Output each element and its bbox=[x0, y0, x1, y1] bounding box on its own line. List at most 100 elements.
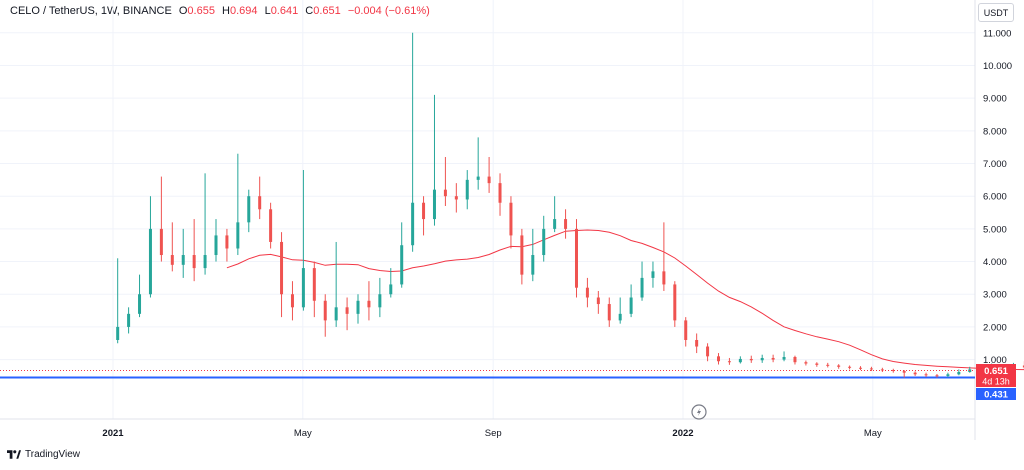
candle-body bbox=[727, 361, 731, 363]
candle-body bbox=[214, 235, 218, 256]
candle-body bbox=[400, 245, 404, 285]
brand-name: TradingView bbox=[25, 449, 81, 460]
candle-body bbox=[269, 209, 273, 242]
candle-body bbox=[913, 372, 917, 375]
candle-body bbox=[116, 326, 120, 340]
candle-body bbox=[443, 189, 447, 197]
candle-body bbox=[301, 268, 305, 308]
candle-body bbox=[946, 374, 950, 376]
candle-body bbox=[618, 313, 622, 321]
price-tick-label: 3.000 bbox=[983, 290, 1007, 301]
legend-open-label: O bbox=[178, 5, 188, 17]
legend-close-value: 0.651 bbox=[313, 5, 341, 17]
countdown-badge-value: 4d 13h bbox=[982, 377, 1010, 387]
candle-body bbox=[280, 241, 284, 295]
time-tick-label: May bbox=[294, 428, 312, 439]
candle-body bbox=[422, 202, 426, 220]
candle-body bbox=[127, 313, 131, 327]
candle-body bbox=[837, 365, 841, 367]
moving-average-line bbox=[226, 229, 1024, 371]
candle-body bbox=[181, 255, 185, 265]
candle-body bbox=[684, 320, 688, 340]
candle-body bbox=[629, 297, 633, 314]
candle-body bbox=[859, 367, 863, 369]
candle-body bbox=[924, 374, 928, 376]
price-badge-value: 0.651 bbox=[984, 366, 1008, 377]
price-tick-label: 5.000 bbox=[983, 224, 1007, 235]
candle-body bbox=[662, 271, 666, 285]
time-tick-label: May bbox=[864, 428, 882, 439]
price-tick-label: 9.000 bbox=[983, 94, 1007, 105]
candle-body bbox=[815, 363, 819, 365]
candle-body bbox=[148, 228, 152, 295]
legend-low-value: 0.641 bbox=[270, 5, 299, 17]
candle-body bbox=[553, 219, 557, 229]
time-tick-label: 2022 bbox=[672, 428, 693, 439]
candle-body bbox=[367, 300, 371, 308]
price-tick-label: 2.000 bbox=[983, 322, 1007, 333]
candle-body bbox=[312, 268, 316, 301]
currency-button[interactable]: USDT bbox=[978, 3, 1014, 22]
candle-body bbox=[487, 176, 491, 184]
candle-body bbox=[706, 346, 710, 357]
candle-body bbox=[345, 307, 349, 314]
candle-body bbox=[290, 294, 294, 308]
candle-body bbox=[542, 228, 546, 256]
candle-body bbox=[411, 202, 415, 246]
candle-body bbox=[159, 228, 163, 256]
candle-body bbox=[247, 196, 251, 223]
candle-body bbox=[957, 372, 961, 375]
candle-body bbox=[717, 356, 721, 362]
candle-body bbox=[378, 294, 382, 308]
candle-body bbox=[432, 189, 436, 220]
price-tick-label: 11.000 bbox=[983, 28, 1011, 39]
chart-legend: CELO / TetherUS, 1W, BINANCE O0.655 H0.6… bbox=[10, 5, 434, 17]
candle-body bbox=[531, 255, 535, 275]
candles bbox=[116, 32, 1024, 378]
candle-body bbox=[651, 271, 655, 278]
candle-body bbox=[476, 176, 480, 180]
candle-body bbox=[782, 356, 786, 360]
candle-body bbox=[520, 235, 524, 275]
legend-high-label: H bbox=[222, 5, 230, 17]
lightning-icon[interactable] bbox=[691, 404, 707, 420]
candle-body bbox=[673, 284, 677, 321]
price-tick-label: 6.000 bbox=[983, 192, 1007, 203]
time-tick-label: Sep bbox=[485, 428, 502, 439]
tradingview-logo-icon bbox=[7, 450, 21, 459]
candle-body bbox=[465, 179, 469, 200]
candle-body bbox=[902, 371, 906, 373]
candle-body bbox=[804, 362, 808, 364]
price-tick-label: 10.000 bbox=[983, 61, 1012, 72]
candle-body bbox=[334, 307, 338, 321]
candle-body bbox=[1022, 365, 1024, 368]
candle-body bbox=[498, 183, 502, 203]
tradingview-brand[interactable]: TradingView bbox=[7, 449, 80, 460]
time-tick-label: 2021 bbox=[102, 428, 124, 439]
legend-change: −0.004 (−0.61%) bbox=[347, 5, 430, 17]
candle-body bbox=[356, 300, 360, 314]
candle-body bbox=[454, 196, 458, 200]
candle-body bbox=[138, 294, 142, 314]
candle-body bbox=[585, 287, 589, 298]
chart-grid bbox=[0, 0, 975, 419]
support-badge-bg bbox=[976, 388, 1016, 400]
candle-body bbox=[258, 196, 262, 210]
candle-body bbox=[574, 228, 578, 288]
legend-high-value: 0.694 bbox=[229, 5, 258, 17]
candle-body bbox=[596, 297, 600, 305]
candle-body bbox=[564, 219, 568, 229]
candle-body bbox=[935, 375, 939, 377]
candle-body bbox=[738, 358, 742, 363]
candle-body bbox=[607, 304, 611, 321]
candle-body bbox=[323, 300, 327, 321]
candle-body bbox=[869, 368, 873, 370]
price-badge-bg bbox=[976, 364, 1016, 387]
candle-body bbox=[170, 255, 174, 265]
legend-open-value: 0.655 bbox=[187, 5, 215, 17]
legend-symbol: CELO / TetherUS, 1W, BINANCE bbox=[10, 5, 172, 17]
price-tick-label: 7.000 bbox=[983, 159, 1007, 170]
candle-body bbox=[640, 277, 644, 298]
